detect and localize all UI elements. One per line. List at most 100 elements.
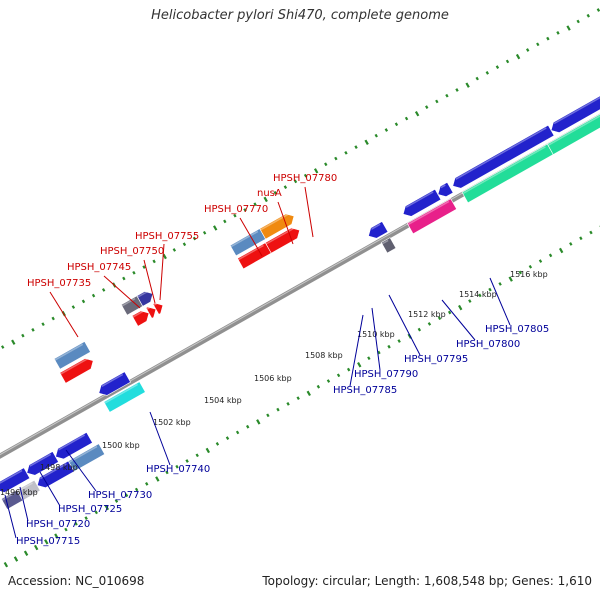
gene-shine (17, 482, 33, 493)
scale-tick-upper (162, 253, 167, 260)
gene-block (59, 358, 94, 384)
scale-tick-upper (303, 173, 308, 178)
gene-label-leader (489, 277, 511, 326)
scale-tick-lower (165, 470, 169, 475)
gene-shine (462, 146, 546, 195)
scale-tick-upper (101, 288, 106, 292)
scale-tick-lower (326, 379, 331, 383)
scale-tick-upper (394, 122, 399, 127)
scale-tick-lower (225, 436, 230, 441)
scale-tick-lower (235, 430, 240, 435)
scale-tick-upper (485, 71, 490, 75)
scale-tick-upper (243, 208, 247, 212)
scale-tick-lower (508, 276, 513, 282)
gene-shine (381, 239, 389, 245)
scale-tick-upper (435, 99, 439, 104)
track-group (0, 8, 600, 568)
scale-tick-lower (336, 373, 341, 378)
gene-block (145, 306, 157, 319)
scale-label: 1500 kbp (102, 441, 140, 450)
scale-tick-upper (596, 8, 600, 12)
scale-tick-upper (546, 36, 550, 41)
gene-shine (553, 87, 600, 125)
scale-tick-upper (354, 145, 358, 149)
map-title: Helicobacter pylori Shi470, complete gen… (151, 8, 449, 23)
gene-label-forward: HPSH_07735 (27, 278, 91, 289)
scale-tick-upper (132, 270, 136, 275)
gene-shine (104, 383, 138, 404)
scale-label: 1514 kbp (459, 290, 497, 299)
scale-tick-upper (172, 248, 177, 252)
scale-tick-upper (253, 202, 257, 207)
scale-tick-lower (397, 339, 401, 343)
gene-shine (39, 463, 67, 480)
gene-block (103, 381, 146, 413)
scale-tick-lower (468, 299, 472, 303)
gene-block (402, 188, 442, 217)
scale-tick-upper (505, 59, 510, 64)
gene-label-forward: HPSH_07750 (100, 246, 164, 257)
scale-label: 1504 kbp (204, 396, 242, 405)
scale-tick-lower (286, 402, 290, 406)
scale-tick-lower (488, 287, 492, 292)
gene-label-reverse: HPSH_07730 (88, 490, 152, 501)
gene-label-leader (388, 294, 421, 356)
scale-tick-lower (437, 316, 442, 321)
gene-block (452, 124, 555, 189)
scale-tick-lower (64, 527, 68, 532)
scale-tick-upper (374, 133, 378, 138)
gene-shine (54, 343, 84, 361)
gene-label-leader (19, 486, 29, 522)
gene-label-leader (441, 299, 476, 341)
scale-label: 1512 kbp (408, 310, 446, 319)
scale-tick-lower (346, 367, 351, 372)
gene-block (98, 371, 131, 396)
gene-label-reverse: HPSH_07715 (16, 536, 80, 547)
gene-block (406, 198, 458, 235)
scale-label: 1502 kbp (153, 418, 191, 427)
gene-block (264, 227, 301, 254)
scale-tick-lower (589, 230, 593, 235)
scale-label: 1496 kbp (0, 488, 38, 497)
gene-label-leader (49, 291, 79, 338)
gene-label-reverse: HPSH_07805 (485, 324, 549, 335)
scale-tick-lower (246, 424, 250, 429)
scale-tick-upper (384, 128, 389, 132)
gene-block (53, 341, 91, 370)
scale-label: 1508 kbp (305, 351, 343, 360)
genome-summary: Topology: circular; Length: 1,608,548 bp… (262, 574, 592, 588)
scale-tick-upper (283, 185, 288, 189)
scale-tick-upper (81, 299, 86, 304)
scale-tick-upper (364, 139, 369, 145)
scale-tick-lower (205, 447, 210, 454)
scale-tick-lower (306, 390, 311, 397)
gene-shine (132, 310, 145, 318)
scale-tick-lower (23, 550, 29, 556)
scale-tick-upper (536, 42, 540, 47)
scale-tick-lower (427, 322, 432, 326)
scale-tick-upper (192, 236, 197, 241)
scale-tick-lower (498, 282, 502, 286)
gene-label-leader (103, 275, 141, 309)
scale-label: 1506 kbp (254, 374, 292, 383)
scale-tick-lower (44, 539, 49, 545)
scale-tick-lower (548, 253, 553, 258)
gene-label-reverse: HPSH_07740 (146, 464, 210, 475)
gene-block (0, 467, 31, 493)
scale-tick-lower (569, 242, 573, 246)
gene-label-forward: HPSH_07770 (204, 204, 268, 215)
scale-tick-upper (293, 179, 298, 184)
scale-tick-upper (445, 93, 449, 98)
gene-block (67, 443, 106, 472)
gene-block (16, 479, 41, 501)
scale-tick-upper (404, 116, 409, 121)
scale-tick-lower (94, 510, 98, 515)
scale-tick-upper (313, 168, 319, 174)
gene-label-forward: HPSH_07755 (135, 231, 199, 242)
gene-block (36, 460, 75, 489)
gene-shine (230, 230, 259, 248)
gene-label-leader (304, 186, 314, 238)
scale-tick-lower (538, 259, 543, 263)
gene-label-forward: nusA (257, 188, 282, 199)
